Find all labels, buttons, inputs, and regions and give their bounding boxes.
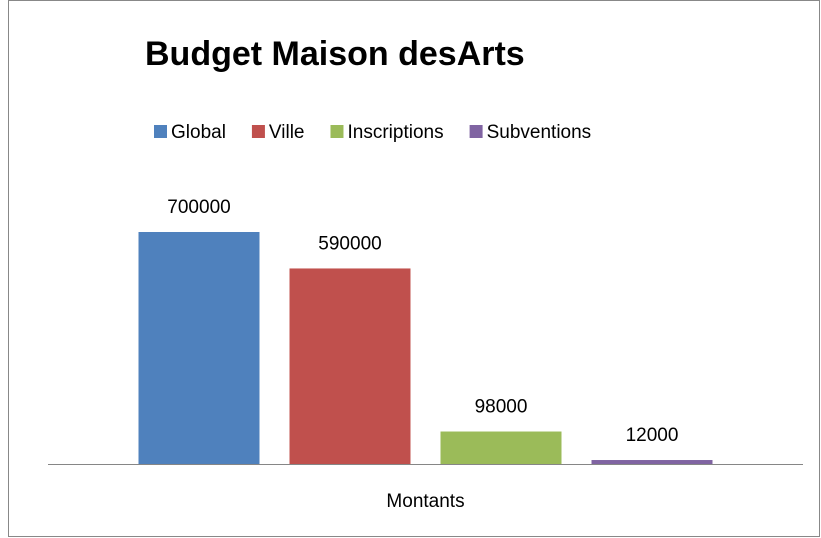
chart-frame: [8, 0, 820, 537]
data-label: 12000: [626, 425, 679, 446]
data-label: 98000: [475, 397, 528, 418]
x-tick-label: Montants: [386, 491, 464, 512]
bar: [289, 268, 411, 464]
legend-swatch: [154, 125, 167, 138]
legend-swatch: [251, 125, 265, 138]
bar: [591, 460, 713, 464]
bar: [138, 232, 260, 464]
legend-label: Inscriptions: [347, 122, 443, 143]
legend-swatch: [469, 125, 483, 138]
bar: [440, 431, 562, 464]
data-label: 700000: [167, 197, 230, 218]
data-label: 590000: [318, 233, 381, 254]
legend-label: Subventions: [487, 122, 592, 143]
legend-label: Global: [171, 122, 226, 143]
legend-swatch: [330, 125, 344, 138]
legend-label: Ville: [269, 122, 305, 143]
chart-title: Budget Maison desArts: [145, 35, 525, 73]
